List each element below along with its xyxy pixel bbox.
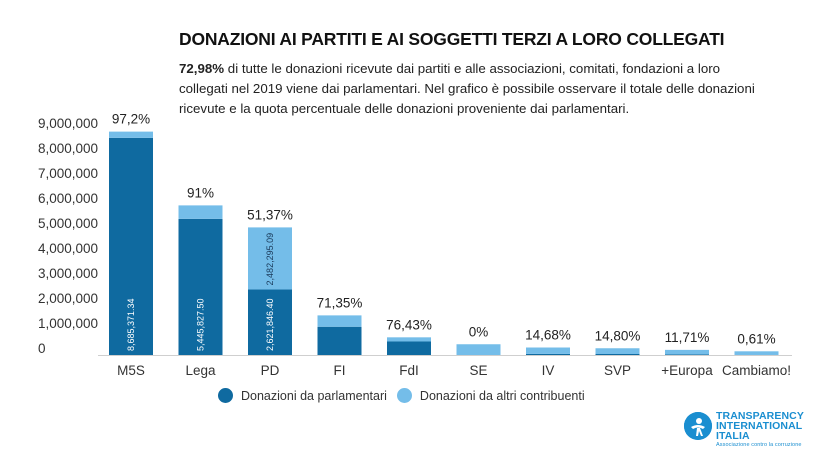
y-tick-label: 7,000,000 xyxy=(38,166,98,181)
logo-line-2: INTERNATIONAL xyxy=(716,420,803,432)
bar-parlamentari-m5s[interactable] xyxy=(109,137,153,355)
bar-parlamentari-svp[interactable] xyxy=(595,354,640,355)
x-tick-label: SVP xyxy=(604,363,631,378)
logo-line-3: ITALIA xyxy=(716,430,750,442)
percent-label: 11,71% xyxy=(665,330,710,345)
x-tick-label: Cambiamo! xyxy=(722,363,791,378)
bar-altri-europa[interactable] xyxy=(665,349,709,355)
percent-label: 14,68% xyxy=(525,328,571,343)
logo-line-1: TRANSPARENCY xyxy=(716,410,804,422)
bar-value-label: 2,482,295.09 xyxy=(265,233,275,286)
bar-parlamentari-fdi[interactable] xyxy=(387,341,431,356)
bar-altri-fi[interactable] xyxy=(317,315,362,327)
bar-altri-se[interactable] xyxy=(456,344,501,355)
bar-parlamentari-lega[interactable] xyxy=(178,218,223,355)
y-tick-label: 5,000,000 xyxy=(38,216,98,231)
globe-person-icon xyxy=(684,412,712,440)
bar-parlamentari-fi[interactable] xyxy=(317,326,362,355)
y-tick-label: 9,000,000 xyxy=(38,116,98,131)
legend: Donazioni da parlamentari Donazioni da a… xyxy=(218,388,595,403)
y-axis: 0 1,000,000 2,000,000 3,000,000 4,000,000 5,0… xyxy=(38,116,98,356)
legend-item-altri-contribuenti[interactable]: Donazioni da altri contribuenti xyxy=(396,388,585,403)
bar-altri-fdi[interactable] xyxy=(387,337,431,342)
bar-altri-cambiamo[interactable] xyxy=(734,351,779,355)
bar-altri-pd[interactable] xyxy=(248,227,292,290)
legend-label: Donazioni da altri contribuenti xyxy=(419,388,585,403)
bar-altri-lega[interactable] xyxy=(178,205,223,219)
x-tick-label: IV xyxy=(542,363,555,378)
y-tick-label: 8,000,000 xyxy=(38,141,98,156)
x-tick-label: FI xyxy=(334,363,346,378)
percent-label: 76,43% xyxy=(386,317,432,332)
x-tick-label: +Europa xyxy=(661,363,713,378)
transparency-international-logo: TRANSPARENCY INTERNATIONAL ITALIA Associ… xyxy=(684,411,804,449)
legend-item-parlamentari[interactable]: Donazioni da parlamentari xyxy=(218,388,387,403)
x-tick-label: FdI xyxy=(399,363,419,378)
chart-title: DONAZIONI AI PARTITI E AI SOGGETTI TERZI… xyxy=(179,29,725,49)
bar-altri-m5s[interactable] xyxy=(109,131,153,138)
subtitle-text: di tutte le donazioni ricevute dai parti… xyxy=(179,61,755,116)
percent-label: 0% xyxy=(469,324,489,339)
percent-label: 71,35% xyxy=(317,295,363,310)
y-tick-label: 4,000,000 xyxy=(38,241,98,256)
bar-parlamentari-pd[interactable] xyxy=(248,289,292,355)
x-tick-label: PD xyxy=(261,363,280,378)
bar-value-label: 5,445,827.50 xyxy=(196,298,206,351)
bar-altri-svp[interactable] xyxy=(595,348,640,354)
bar-parlamentari-europa[interactable] xyxy=(665,354,709,355)
bar-parlamentari-iv[interactable] xyxy=(526,353,570,355)
percent-label: 51,37% xyxy=(247,207,293,222)
legend-label: Donazioni da parlamentari xyxy=(241,388,387,403)
labels: M5S 97,2% 8,685,371.34 Lega 91% 5,445,827.50 P… xyxy=(112,112,791,378)
chart-subtitle: 72,98% di tutte le donazioni ricevute da… xyxy=(179,59,769,119)
y-tick-label: 3,000,000 xyxy=(38,266,98,281)
legend-swatch-light-blue xyxy=(396,388,412,403)
logo-tagline: Associazione contro la corruzione xyxy=(716,442,802,448)
percent-label: 0,61% xyxy=(737,331,775,346)
percent-label: 91% xyxy=(187,185,214,200)
y-tick-label: 1,000,000 xyxy=(38,316,98,331)
y-tick-label: 0 xyxy=(38,341,46,356)
subtitle-highlight: 72,98% xyxy=(179,61,225,76)
x-tick-label: SE xyxy=(469,363,487,378)
x-tick-label: Lega xyxy=(185,363,216,378)
percent-label: 97,2% xyxy=(112,112,150,127)
bar-altri-iv[interactable] xyxy=(526,347,570,354)
y-tick-label: 2,000,000 xyxy=(38,291,98,306)
x-tick-label: M5S xyxy=(117,363,145,378)
y-tick-label: 6,000,000 xyxy=(38,191,98,206)
bar-value-label: 2,621,846.40 xyxy=(265,298,275,351)
bar-value-label: 8,685,371.34 xyxy=(126,298,136,351)
legend-swatch-dark-blue xyxy=(218,388,233,403)
bars xyxy=(109,131,779,356)
percent-label: 14,80% xyxy=(595,328,641,343)
